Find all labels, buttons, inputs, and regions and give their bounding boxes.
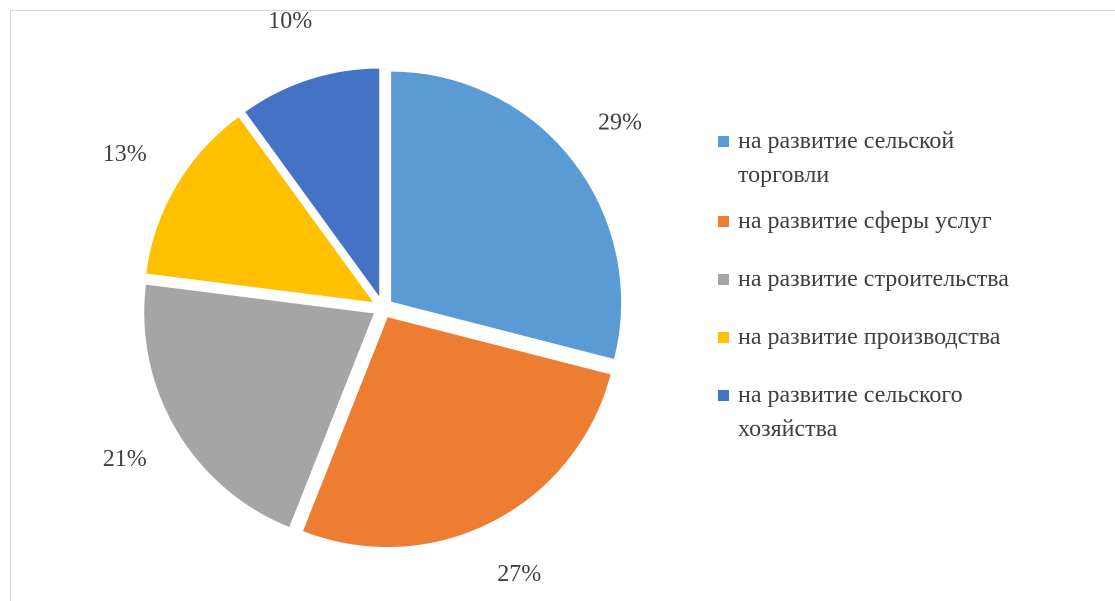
legend: на развитие сельской торговли на развитие… [718,124,1098,446]
data-label: 29% [598,110,642,136]
legend-swatch [718,274,729,285]
data-label: 27% [497,561,541,587]
legend-swatch [718,216,729,227]
legend-label: на развитие сельской торговли [738,128,955,188]
data-label: 21% [103,446,147,472]
pie-slice [389,69,624,362]
legend-label: на развитие строительства [738,266,1009,292]
legend-item: на развитие сельского хозяйства [718,378,1038,446]
data-label: 10% [268,8,312,34]
legend-swatch [718,332,729,343]
legend-swatch [718,390,729,401]
legend-item: на развитие производства [718,320,1115,354]
legend-item: на развитие сферы услуг [718,204,1115,238]
legend-swatch [718,136,729,147]
chart-border [10,10,1115,601]
pie-slice [300,314,614,550]
pie-slice [143,114,378,305]
legend-label: на развитие сферы услуг [738,208,992,234]
legend-item: на развитие строительства [718,262,1115,296]
pie-slice [142,282,377,530]
legend-label: на развитие сельского хозяйства [738,382,963,442]
legend-label: на развитие производства [738,324,1001,350]
pie-slice [242,66,382,303]
legend-item: на развитие сельской торговли [718,124,1038,192]
data-label: 13% [103,141,147,167]
